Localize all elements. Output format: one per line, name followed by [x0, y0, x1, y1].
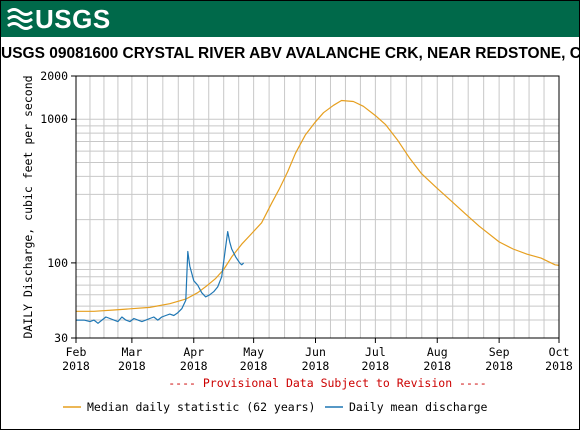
x-tick-year-label: 2018: [118, 359, 146, 373]
y-axis-label: DAILY Discharge, cubic feet per second: [21, 75, 35, 338]
legend-label-0: Median daily statistic (62 years): [87, 400, 315, 414]
usgs-logo: USGS: [7, 5, 111, 33]
series-line-0: [76, 99, 560, 312]
usgs-wave-icon: [7, 8, 33, 30]
provisional-notice: ---- Provisional Data Subject to Revisio…: [168, 376, 487, 390]
x-tick-year-label: 2018: [240, 359, 268, 373]
y-tick-label: 1000: [40, 112, 68, 126]
plot-area: [76, 76, 559, 338]
x-tick-year-label: 2018: [423, 359, 451, 373]
x-tick-month-label: Mar: [121, 345, 142, 359]
x-tick-month-label: Aug: [427, 345, 448, 359]
x-tick-month-label: Jun: [305, 345, 326, 359]
x-tick-year-label: 2018: [62, 359, 90, 373]
series-line-1: [76, 231, 245, 324]
y-tick-label: 100: [47, 256, 68, 270]
x-tick-year-label: 2018: [180, 359, 208, 373]
x-tick-month-label: May: [243, 345, 264, 359]
x-tick-month-label: Jul: [365, 345, 386, 359]
y-tick-label: 2000: [40, 69, 68, 83]
x-tick-month-label: Oct: [549, 345, 570, 359]
usgs-logo-text: USGS: [35, 4, 111, 34]
x-tick-year-label: 2018: [302, 359, 330, 373]
x-tick-month-label: Feb: [66, 345, 87, 359]
x-tick-year-label: 2018: [485, 359, 513, 373]
plot-frame: [75, 75, 560, 339]
usgs-banner: USGS: [1, 1, 579, 37]
legend-label-1: Daily mean discharge: [349, 400, 488, 414]
x-tick-year-label: 2018: [545, 359, 573, 373]
x-tick-month-label: Apr: [183, 345, 204, 359]
chart-title: USGS 09081600 CRYSTAL RIVER ABV AVALANCH…: [1, 45, 580, 62]
y-tick-label: 30: [54, 331, 68, 345]
x-tick-year-label: 2018: [362, 359, 390, 373]
x-tick-month-label: Sep: [489, 345, 510, 359]
